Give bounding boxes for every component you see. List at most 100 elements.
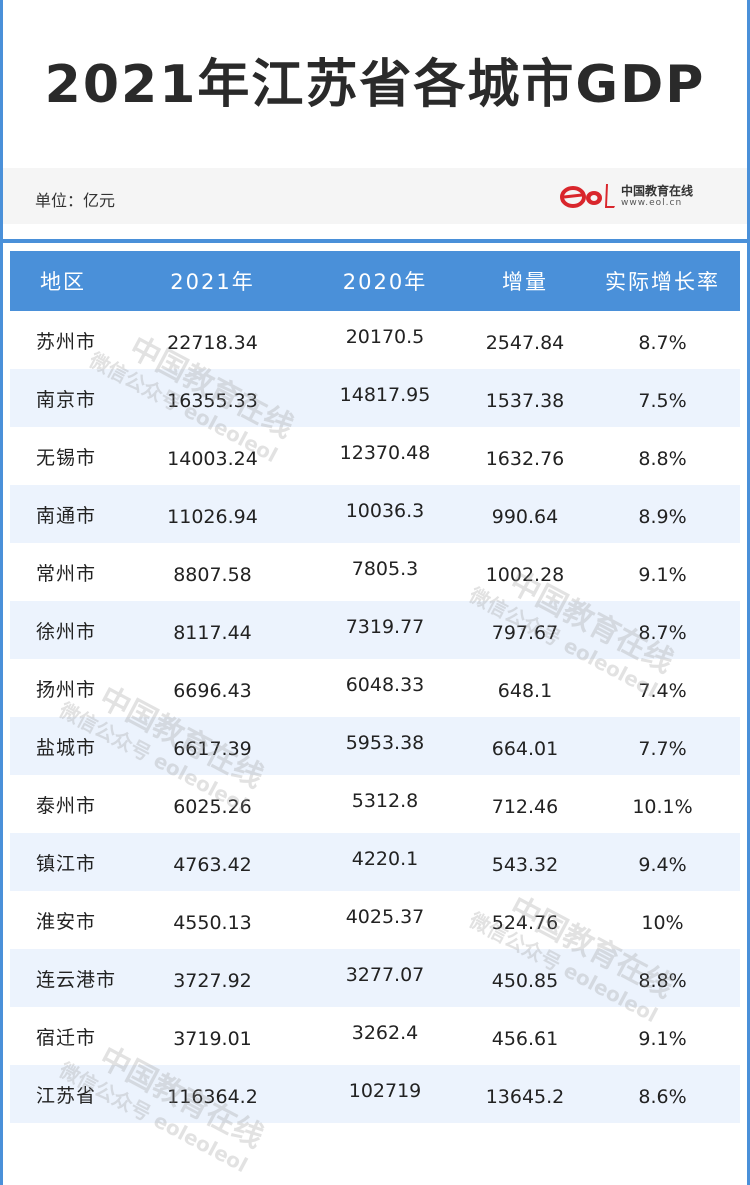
table-row: 南京市 16355.33 14817.95 1537.38 7.5% (10, 369, 740, 427)
cell-growth-rate: 8.6% (638, 1086, 687, 1108)
cell-gdp-2021: 6696.43 (173, 680, 252, 702)
cell-gdp-2021: 8807.58 (173, 564, 252, 586)
cell-gdp-2021: 6025.26 (173, 796, 252, 818)
table-row: 江苏省 116364.2 102719 13645.2 8.6% (10, 1065, 740, 1123)
table-row: 盐城市 6617.39 5953.38 664.01 7.7% (10, 717, 740, 775)
header-increase: 增量 (502, 270, 548, 294)
cell-growth-rate: 8.8% (638, 448, 687, 470)
cell-growth-rate: 10.1% (632, 796, 693, 818)
cell-region: 苏州市 (36, 330, 97, 353)
cell-region: 南京市 (36, 388, 97, 411)
header-2021: 2021年 (170, 270, 255, 294)
cell-gdp-2020: 10036.3 (345, 500, 425, 522)
unit-label: 单位：亿元 (35, 191, 116, 210)
header-region: 地区 (40, 270, 86, 294)
cell-region: 淮安市 (36, 910, 97, 933)
cell-increase: 1537.38 (485, 390, 565, 412)
cell-increase: 1632.76 (485, 448, 565, 470)
header-growth-rate: 实际增长率 (605, 270, 720, 294)
cell-increase: 543.32 (491, 854, 559, 876)
table-row: 无锡市 14003.24 12370.48 1632.76 8.8% (10, 427, 740, 485)
table-row: 泰州市 6025.26 5312.8 712.46 10.1% (10, 775, 740, 833)
cell-growth-rate: 9.4% (638, 854, 687, 876)
cell-gdp-2020: 7319.77 (345, 616, 425, 638)
title-area: 2021年江苏省各城市GDP (3, 0, 747, 168)
logo-name: 中国教育在线 (621, 184, 694, 198)
cell-region: 镇江市 (36, 852, 97, 875)
cell-gdp-2021: 16355.33 (167, 390, 258, 412)
cell-growth-rate: 9.1% (638, 564, 687, 586)
cell-region: 连云港市 (36, 968, 117, 991)
eol-logo-icon (560, 184, 615, 208)
cell-gdp-2021: 3727.92 (173, 970, 252, 992)
gdp-table: 地区 2021年 2020年 增量 实际增长率 苏州市 22718.34 20170… (10, 251, 740, 1123)
cell-gdp-2021: 4763.42 (173, 854, 252, 876)
cell-gdp-2021: 22718.34 (167, 332, 258, 354)
cell-region: 扬州市 (36, 678, 97, 701)
header-divider (3, 239, 747, 243)
cell-gdp-2020: 4220.1 (351, 848, 419, 870)
cell-region: 南通市 (36, 504, 97, 527)
table-body: 苏州市 22718.34 20170.5 2547.84 8.7% 南京市 16355.33… (10, 311, 740, 1123)
cell-increase: 648.1 (497, 680, 553, 702)
cell-region: 无锡市 (36, 446, 97, 469)
cell-increase: 1002.28 (485, 564, 565, 586)
cell-gdp-2020: 4025.37 (345, 906, 425, 928)
cell-increase: 450.85 (491, 970, 559, 992)
cell-gdp-2020: 12370.48 (339, 442, 431, 464)
logo-url: www.eol.cn (621, 198, 683, 208)
table-row: 苏州市 22718.34 20170.5 2547.84 8.7% (10, 311, 740, 369)
cell-growth-rate: 8.7% (638, 622, 687, 644)
table-row: 常州市 8807.58 7805.3 1002.28 9.1% (10, 543, 740, 601)
cell-increase: 456.61 (491, 1028, 559, 1050)
cell-growth-rate: 10% (641, 912, 684, 934)
table-row: 南通市 11026.94 10036.3 990.64 8.9% (10, 485, 740, 543)
table-row: 淮安市 4550.13 4025.37 524.76 10% (10, 891, 740, 949)
cell-growth-rate: 8.7% (638, 332, 687, 354)
cell-increase: 664.01 (491, 738, 559, 760)
cell-gdp-2020: 6048.33 (345, 674, 425, 696)
cell-growth-rate: 8.9% (638, 506, 687, 528)
cell-gdp-2021: 116364.2 (167, 1086, 258, 1108)
cell-increase: 712.46 (491, 796, 559, 818)
cell-increase: 2547.84 (485, 332, 565, 354)
table-header: 地区 2021年 2020年 增量 实际增长率 (10, 251, 740, 311)
cell-region: 徐州市 (36, 620, 97, 643)
cell-increase: 797.67 (491, 622, 559, 644)
cell-gdp-2021: 14003.24 (167, 448, 258, 470)
cell-growth-rate: 7.5% (638, 390, 687, 412)
cell-region: 宿迁市 (36, 1026, 97, 1049)
cell-gdp-2020: 102719 (348, 1080, 422, 1102)
cell-gdp-2020: 14817.95 (339, 384, 431, 406)
cell-growth-rate: 8.8% (638, 970, 687, 992)
cell-gdp-2021: 3719.01 (173, 1028, 252, 1050)
cell-gdp-2020: 7805.3 (351, 558, 419, 580)
cell-region: 江苏省 (36, 1084, 97, 1107)
cell-gdp-2021: 4550.13 (173, 912, 252, 934)
cell-growth-rate: 7.7% (638, 738, 687, 760)
cell-region: 常州市 (36, 562, 97, 585)
cell-increase: 13645.2 (485, 1086, 565, 1108)
table-row: 镇江市 4763.42 4220.1 543.32 9.4% (10, 833, 740, 891)
table-row: 扬州市 6696.43 6048.33 648.1 7.4% (10, 659, 740, 717)
header-2020: 2020年 (342, 270, 428, 294)
cell-growth-rate: 9.1% (638, 1028, 687, 1050)
cell-region: 泰州市 (36, 794, 97, 817)
unit-bar: 单位：亿元 中国教育在线 www.eol.cn (3, 168, 747, 224)
cell-gdp-2020: 20170.5 (345, 326, 425, 348)
cell-gdp-2020: 3277.07 (345, 964, 425, 986)
eol-logo: 中国教育在线 www.eol.cn (559, 180, 709, 212)
table-row: 连云港市 3727.92 3277.07 450.85 8.8% (10, 949, 740, 1007)
cell-gdp-2021: 8117.44 (173, 622, 252, 644)
cell-increase: 524.76 (491, 912, 559, 934)
cell-increase: 990.64 (491, 506, 559, 528)
page-title: 2021年江苏省各城市GDP (44, 54, 706, 115)
table-row: 宿迁市 3719.01 3262.4 456.61 9.1% (10, 1007, 740, 1065)
cell-region: 盐城市 (36, 736, 97, 759)
cell-gdp-2021: 11026.94 (167, 506, 258, 528)
table-row: 徐州市 8117.44 7319.77 797.67 8.7% (10, 601, 740, 659)
cell-gdp-2020: 3262.4 (351, 1022, 419, 1044)
cell-gdp-2020: 5312.8 (351, 790, 419, 812)
cell-gdp-2021: 6617.39 (173, 738, 252, 760)
